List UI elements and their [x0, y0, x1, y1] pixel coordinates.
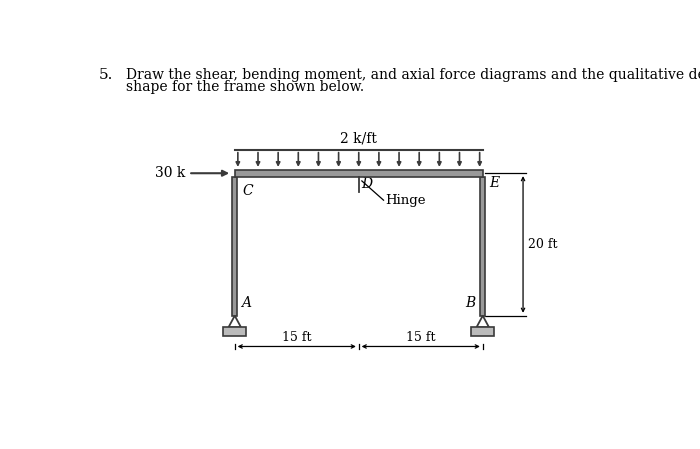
Text: D: D	[361, 177, 372, 191]
Text: shape for the frame shown below.: shape for the frame shown below.	[126, 80, 365, 94]
Text: 20 ft: 20 ft	[528, 238, 557, 251]
Text: 2 k/ft: 2 k/ft	[340, 132, 377, 146]
Text: 30 k: 30 k	[155, 166, 185, 180]
Text: 5.: 5.	[98, 68, 113, 82]
Bar	[232, 177, 237, 316]
Text: Draw the shear, bending moment, and axial force diagrams and the qualitative def: Draw the shear, bending moment, and axia…	[126, 68, 700, 82]
Text: 15 ft: 15 ft	[406, 331, 435, 344]
Text: E: E	[489, 176, 499, 189]
Bar	[480, 177, 486, 316]
Text: A: A	[241, 295, 251, 309]
Text: 15 ft: 15 ft	[282, 331, 312, 344]
Bar	[234, 170, 483, 177]
Bar	[223, 327, 246, 336]
Bar	[471, 327, 494, 336]
Text: C: C	[242, 184, 253, 198]
Text: B: B	[465, 295, 475, 309]
Text: Hinge: Hinge	[385, 194, 426, 207]
